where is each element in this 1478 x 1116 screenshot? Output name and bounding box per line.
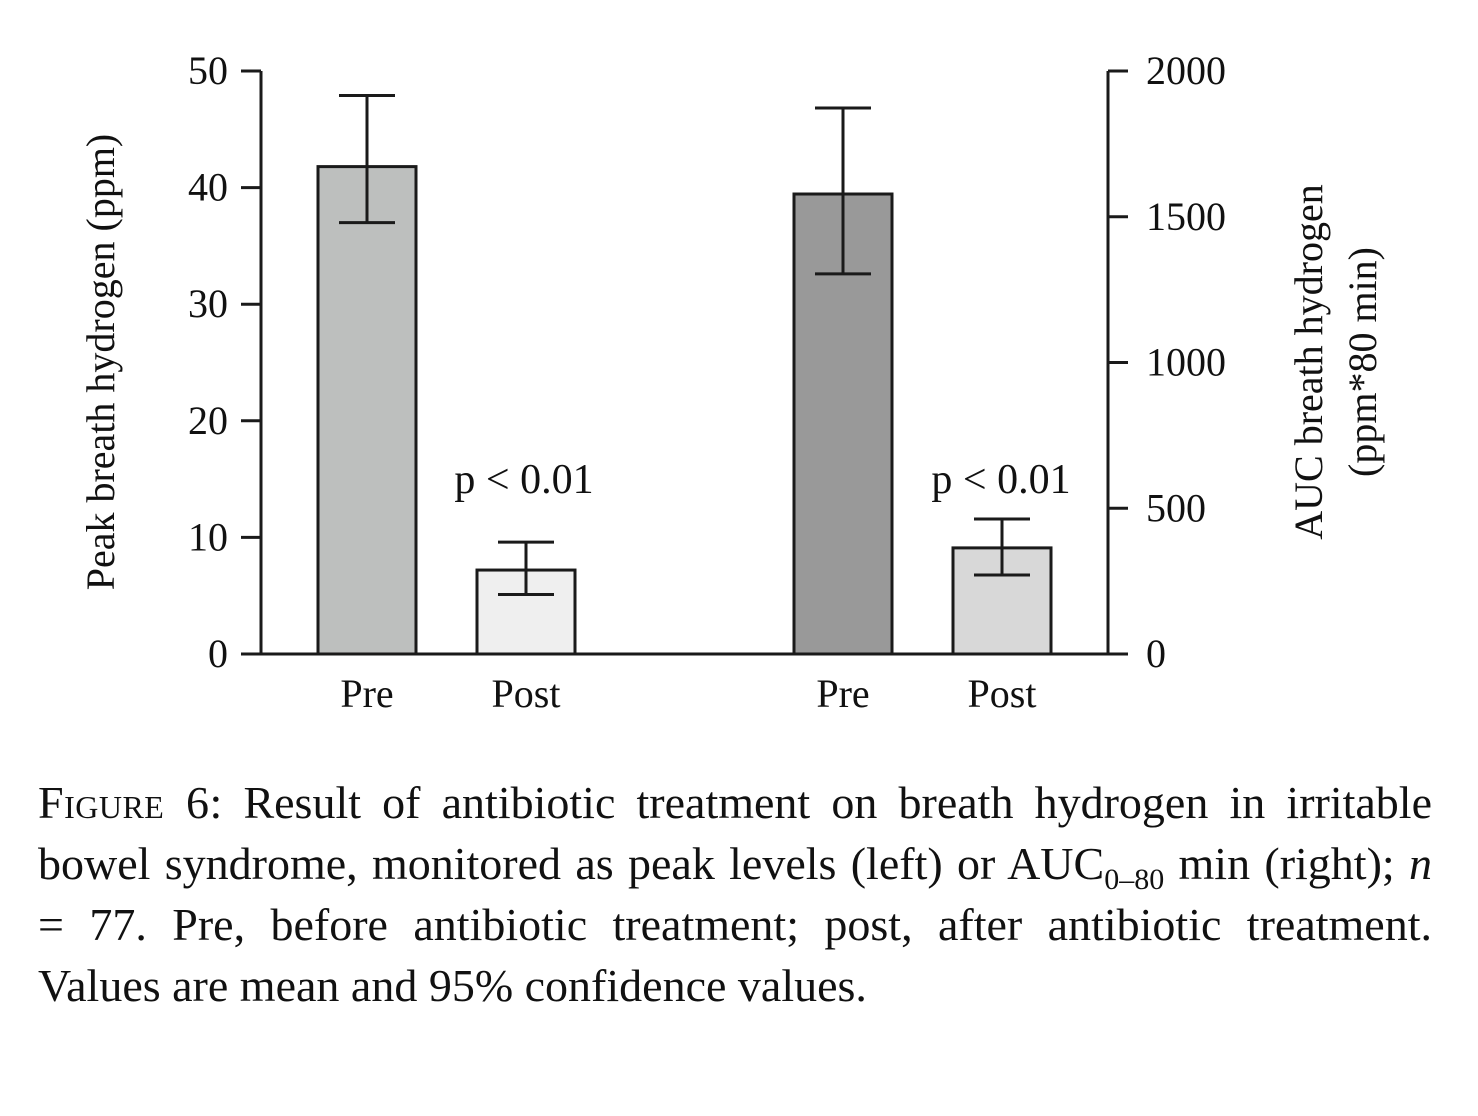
- left-bar-pre: [316, 165, 418, 656]
- left-y-axis: 0 10 20 30 40 50: [188, 48, 263, 676]
- left-category-label: Pre: [340, 671, 393, 716]
- right-category-label: Post: [968, 671, 1037, 716]
- figure-caption: Figure 6: Result of antibiotic treatment…: [38, 772, 1432, 1016]
- caption-text-1: : Result of antibiotic treatment on brea…: [38, 777, 1433, 889]
- left-tick-label: 10: [188, 514, 228, 559]
- caption-text-2: min (right);: [1164, 838, 1409, 889]
- figure-chart: 0 10 20 30 40 50 0 500 1000 1500 2000 Pre Post p < …: [78, 48, 1385, 716]
- caption-subscript: 0–80: [1104, 863, 1165, 896]
- right-tick-label: 0: [1146, 631, 1166, 676]
- right-y-axis-title-line2: (ppm*80 min): [1340, 247, 1385, 477]
- caption-text-3: = 77. Pre, before antibiotic treatment; …: [38, 899, 1432, 1011]
- left-p-value-annotation: p < 0.01: [454, 457, 593, 503]
- bars: Pre Post p < 0.01 Pre Post p < 0.01: [316, 93, 1071, 716]
- left-tick-label: 40: [188, 165, 228, 210]
- right-y-axis: 0 500 1000 1500 2000: [1106, 48, 1226, 676]
- left-tick-label: 0: [208, 631, 228, 676]
- right-tick-label: 1000: [1146, 340, 1226, 385]
- left-tick-label: 20: [188, 398, 228, 443]
- right-category-label: Pre: [816, 671, 869, 716]
- left-y-axis-title: Peak breath hydrogen (ppm): [78, 134, 123, 591]
- right-tick-label: 500: [1146, 485, 1206, 530]
- left-tick-label: 50: [188, 48, 228, 93]
- left-tick-label: 30: [188, 281, 228, 326]
- figure-label: Figure 6: [38, 777, 210, 828]
- right-y-axis-title-line1: AUC breath hydrogen: [1286, 184, 1331, 539]
- caption-n-variable: n: [1409, 838, 1432, 889]
- right-p-value-annotation: p < 0.01: [931, 457, 1070, 503]
- left-category-label: Post: [492, 671, 561, 716]
- right-tick-label: 2000: [1146, 48, 1226, 93]
- right-tick-label: 1500: [1146, 194, 1226, 239]
